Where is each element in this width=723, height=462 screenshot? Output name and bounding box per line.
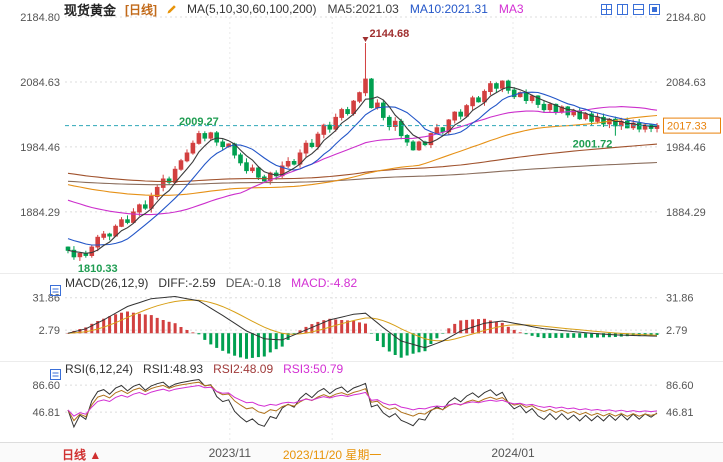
legend-item: RSI2:48.09 — [213, 362, 274, 376]
ma30-line — [67, 106, 658, 216]
caret-up-icon: ▲ — [89, 448, 102, 462]
layout-toolbar — [600, 3, 661, 16]
date-tick: 2024/01 — [491, 446, 535, 460]
rsi-settings-icon[interactable] — [50, 367, 61, 380]
dea-line — [67, 299, 658, 342]
symbol-title: 现货黄金 — [64, 2, 117, 18]
period-tab-label: 日线 — [62, 448, 87, 462]
ma-legend: MA(5,10,30,60,100,200) MA5:2021.03 MA10:20… — [187, 2, 524, 16]
rsi1-line — [67, 378, 658, 429]
svg-text:2184.80: 2184.80 — [666, 12, 706, 24]
legend-item: RSI(6,12,24) — [65, 362, 134, 376]
last-price-value: 2017.33 — [667, 121, 707, 133]
macd-legend: MACD(26,12,9) DIFF:-2.59 DEA:-0.18 MACD:-4.… — [65, 276, 357, 290]
legend-item: RSI3:50.79 — [283, 362, 344, 376]
legend-item: MA10:2021.31 — [409, 2, 488, 16]
period-label: [日线] — [125, 2, 158, 17]
rsi3-line — [67, 384, 658, 417]
macd-settings-icon[interactable] — [50, 283, 61, 296]
legend-item: DEA:-0.18 — [225, 276, 282, 290]
legend-bar: 现货黄金 [日线] MA(5,10,30,60,100,200) MA5:2021… — [0, 0, 723, 18]
legend-item: MA3 — [498, 2, 524, 16]
layout-split-horizontal-icon[interactable] — [632, 3, 645, 16]
svg-text:1984.46: 1984.46 — [20, 142, 60, 154]
legend-item: MACD:-4.82 — [291, 276, 358, 290]
svg-text:2084.63: 2084.63 — [20, 77, 60, 89]
selected-date-tick: 2023/11/20 星期一 — [282, 448, 382, 462]
rsi-legend: RSI(6,12,24) RSI1:48.93 RSI2:48.09 RSI3:50.… — [65, 362, 343, 376]
ma10-line — [67, 91, 658, 246]
svg-text:2.79: 2.79 — [39, 325, 60, 337]
edit-icon[interactable] — [166, 3, 178, 15]
layout-split-vertical-icon[interactable] — [616, 3, 629, 16]
time-axis-bar: 日线 ▲ 2023/11 2023/11/20 星期一 2024/01 — [0, 442, 723, 462]
legend-item: MACD(26,12,9) — [65, 276, 149, 290]
svg-text:2084.63: 2084.63 — [666, 77, 706, 89]
ma100-line — [67, 143, 658, 183]
legend-item: DIFF:-2.59 — [158, 276, 216, 290]
svg-text:1884.29: 1884.29 — [666, 207, 706, 219]
svg-text:46.81: 46.81 — [666, 407, 694, 419]
svg-text:86.60: 86.60 — [32, 380, 60, 392]
diff-line — [67, 295, 658, 349]
rsi2-line — [67, 381, 658, 422]
legend-item: MA5:2021.03 — [327, 2, 399, 16]
layout-single-icon[interactable] — [648, 3, 661, 16]
price-annotation: 2144.68 — [370, 28, 410, 40]
svg-text:46.81: 46.81 — [32, 407, 60, 419]
svg-text:2184.80: 2184.80 — [20, 12, 60, 24]
ma60-line — [67, 114, 658, 196]
layout-grid-icon[interactable] — [600, 3, 613, 16]
legend-item: MA(5,10,30,60,100,200) — [187, 2, 317, 16]
svg-text:86.60: 86.60 — [666, 380, 694, 392]
last-price-box — [663, 117, 721, 134]
svg-text:2.79: 2.79 — [666, 325, 687, 337]
svg-text:1884.29: 1884.29 — [20, 207, 60, 219]
period-tab[interactable]: 日线 ▲ — [62, 446, 101, 462]
price-annotation: 2009.27 — [179, 116, 219, 128]
svg-text:31.86: 31.86 — [666, 293, 694, 305]
date-tick: 2023/11 — [208, 446, 252, 460]
ma200-line — [67, 161, 658, 186]
legend-item: RSI1:48.93 — [143, 362, 204, 376]
ma5-line — [67, 86, 658, 254]
svg-text:1984.46: 1984.46 — [666, 142, 706, 154]
price-annotation: 2001.72 — [573, 139, 613, 151]
price-annotation: 1810.33 — [78, 263, 118, 275]
